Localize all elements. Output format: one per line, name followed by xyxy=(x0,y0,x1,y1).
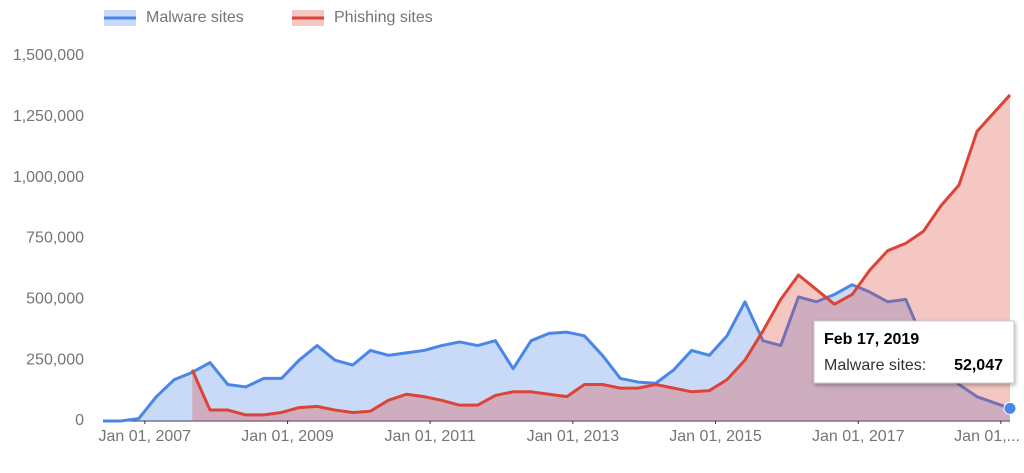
tooltip-box xyxy=(813,320,1015,384)
series-area xyxy=(103,284,1010,421)
y-tick-label: 1,250,000 xyxy=(13,108,84,125)
tooltip: Feb 17, 2019 Malware sites: 52,047 xyxy=(813,320,1015,384)
tooltip-label: Malware sites: xyxy=(824,357,926,374)
y-tick-label: 250,000 xyxy=(26,351,84,368)
x-tick-label: Jan 01, 2011 xyxy=(384,428,475,445)
y-tick-label: 1,000,000 xyxy=(13,169,84,186)
series-line xyxy=(190,93,1012,417)
x-tick-label: Jan 01, 2009 xyxy=(241,428,334,445)
y-tick-label: 500,000 xyxy=(26,291,84,308)
tooltip-title: Feb 17, 2019 xyxy=(824,331,919,348)
legend-label: Phishing sites xyxy=(334,9,433,26)
series-area xyxy=(192,94,1010,421)
y-tick-label: 750,000 xyxy=(26,230,84,247)
x-tick-label: Jan 01, 2017 xyxy=(812,428,905,445)
hover-point xyxy=(1003,401,1017,415)
y-tick-label: 0 xyxy=(75,412,84,429)
x-tick-label: Jan 01,... xyxy=(954,428,1020,445)
y-tick-label: 1,500,000 xyxy=(13,47,84,64)
tooltip-value: 52,047 xyxy=(954,357,1003,374)
x-tick-label: Jan 01, 2007 xyxy=(99,428,192,445)
series-line xyxy=(103,283,1011,423)
x-tick-label: Jan 01, 2015 xyxy=(669,428,762,445)
x-tick-label: Jan 01, 2013 xyxy=(527,428,620,445)
legend-label: Malware sites xyxy=(146,9,244,26)
